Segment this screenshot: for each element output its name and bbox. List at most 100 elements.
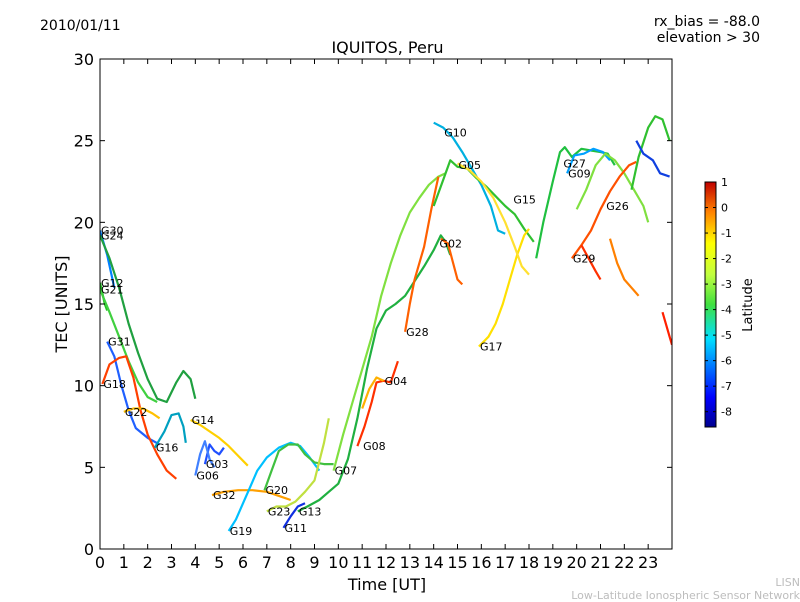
series-line-g23 (266, 418, 330, 513)
axes: 0 1 2 3 4 5 6 7 8 9 10 11 12 13 14 15 16 17 18 19 20 21 22 2305… (74, 50, 672, 572)
series-line-g22 (123, 407, 161, 420)
watermark-network: Low-Latitude Ionospheric Sensor Network (571, 589, 800, 602)
colorbar-tick-label: 0 (721, 202, 728, 215)
y-tick-label: 5 (84, 458, 94, 477)
satellite-label-g06: G06 (196, 470, 219, 483)
series-line-g25 (630, 115, 671, 190)
bias-info: rx_bias = -88.0 elevation > 30 (654, 14, 760, 46)
colorbar-tick-label: -4 (721, 304, 732, 317)
x-tick-label: 18 (519, 553, 539, 572)
series-line-g17 (478, 228, 530, 348)
satellite-label-g23: G23 (268, 505, 291, 518)
watermark: LISN Low-Latitude Ionospheric Sensor Net… (571, 576, 800, 602)
watermark-lisn: LISN (775, 576, 800, 589)
satellite-label-g31: G31 (108, 336, 131, 349)
satellite-label-g22: G22 (125, 406, 148, 419)
satellite-label-g14: G14 (192, 414, 215, 427)
series-line-g11 (282, 502, 306, 529)
satellite-label-g20: G20 (265, 484, 288, 497)
x-tick-label: 19 (543, 553, 563, 572)
x-tick-label: 0 (95, 553, 105, 572)
x-tick-label: 6 (238, 553, 248, 572)
x-tick-label: 11 (352, 553, 372, 572)
series-line-g16 (153, 412, 187, 449)
x-tick-label: 2 (143, 553, 153, 572)
x-tick-label: 22 (614, 553, 634, 572)
series-line-g15 (456, 162, 530, 276)
satellite-label-g12: G12 (101, 277, 124, 290)
series-line-g20 (263, 443, 334, 491)
rx-bias-label: rx_bias = -88.0 (653, 14, 760, 30)
satellite-label-g32: G32 (213, 489, 236, 502)
satellite-label-g16: G16 (156, 442, 179, 455)
colorbar-tick-label: -6 (721, 355, 732, 368)
y-tick-label: 15 (74, 295, 94, 314)
colorbar-tick-label: -3 (721, 278, 732, 291)
satellite-label-g08: G08 (363, 440, 386, 453)
satellite-label-g18: G18 (103, 378, 126, 391)
series-layer (100, 115, 672, 532)
satellite-label-g28: G28 (406, 326, 429, 339)
x-axis-label: Time [UT] (347, 575, 426, 594)
satellite-label-g13: G13 (299, 505, 322, 518)
x-tick-label: 20 (566, 553, 586, 572)
x-tick-label: 8 (286, 553, 296, 572)
series-line-g32 (211, 489, 292, 502)
x-tick-label: 15 (447, 553, 467, 572)
x-tick-label: 10 (328, 553, 348, 572)
satellite-label-g03: G03 (206, 458, 229, 471)
satellite-label-g11: G11 (285, 522, 308, 535)
colorbar-ticks: 1 0 -1 -2 -3 -4 -5 -6 -7 -8 (705, 176, 732, 419)
x-tick-label: 5 (214, 553, 224, 572)
satellite-label-g15: G15 (513, 193, 536, 206)
satellite-label-g27: G27 (563, 158, 586, 171)
series-line-g35 (661, 311, 672, 346)
chart-title: IQUITOS, Peru (331, 38, 444, 57)
x-tick-label: 12 (376, 553, 396, 572)
series-line-g01 (635, 140, 670, 178)
satellite-label-g09: G09 (568, 167, 591, 180)
series-line-g14 (190, 419, 249, 467)
date-label: 2010/01/11 (40, 18, 121, 34)
satellite-label-g29: G29 (573, 252, 596, 265)
series-line-g13 (297, 234, 452, 513)
series-line-g24 (100, 234, 197, 404)
series-line-g28 (404, 176, 440, 332)
y-tick-label: 10 (74, 377, 94, 396)
series-line-g10 (433, 121, 506, 235)
satellite-label-g19: G19 (230, 525, 253, 538)
series-line-g33 (608, 238, 640, 297)
colorbar-label: Latitude (741, 278, 756, 332)
satellite-label-g24: G24 (101, 229, 124, 242)
series-line-g26 (575, 152, 650, 223)
colorbar-tick-label: 1 (721, 176, 728, 189)
x-tick-label: 13 (400, 553, 420, 572)
satellite-label-g07: G07 (335, 465, 358, 478)
x-tick-label: 23 (638, 553, 658, 572)
satellite-label-g21: G21 (101, 283, 124, 296)
series-line-g18 (101, 355, 178, 480)
plot-frame (99, 58, 673, 550)
colorbar-tick-label: -1 (721, 227, 732, 240)
x-tick-label: 21 (590, 553, 610, 572)
colorbar-tick-label: -5 (721, 329, 732, 342)
satellite-label-g26: G26 (606, 200, 629, 213)
satellite-label-g05: G05 (459, 159, 482, 172)
y-tick-label: 0 (84, 540, 94, 559)
series-line-g31 (106, 341, 161, 446)
x-tick-label: 4 (190, 553, 200, 572)
colorbar-tick-label: -2 (721, 253, 732, 266)
elevation-label: elevation > 30 (656, 30, 760, 46)
satellite-label-g02: G02 (439, 238, 462, 251)
x-tick-label: 17 (495, 553, 515, 572)
series-line-g08 (356, 360, 399, 447)
x-tick-label: 3 (166, 553, 176, 572)
x-tick-label: 16 (471, 553, 491, 572)
satellite-label-g04: G04 (385, 375, 408, 388)
series-line-g06 (194, 440, 216, 476)
series-line-g19 (227, 441, 321, 532)
series-line-g34 (580, 244, 602, 281)
colorbar (704, 181, 717, 428)
